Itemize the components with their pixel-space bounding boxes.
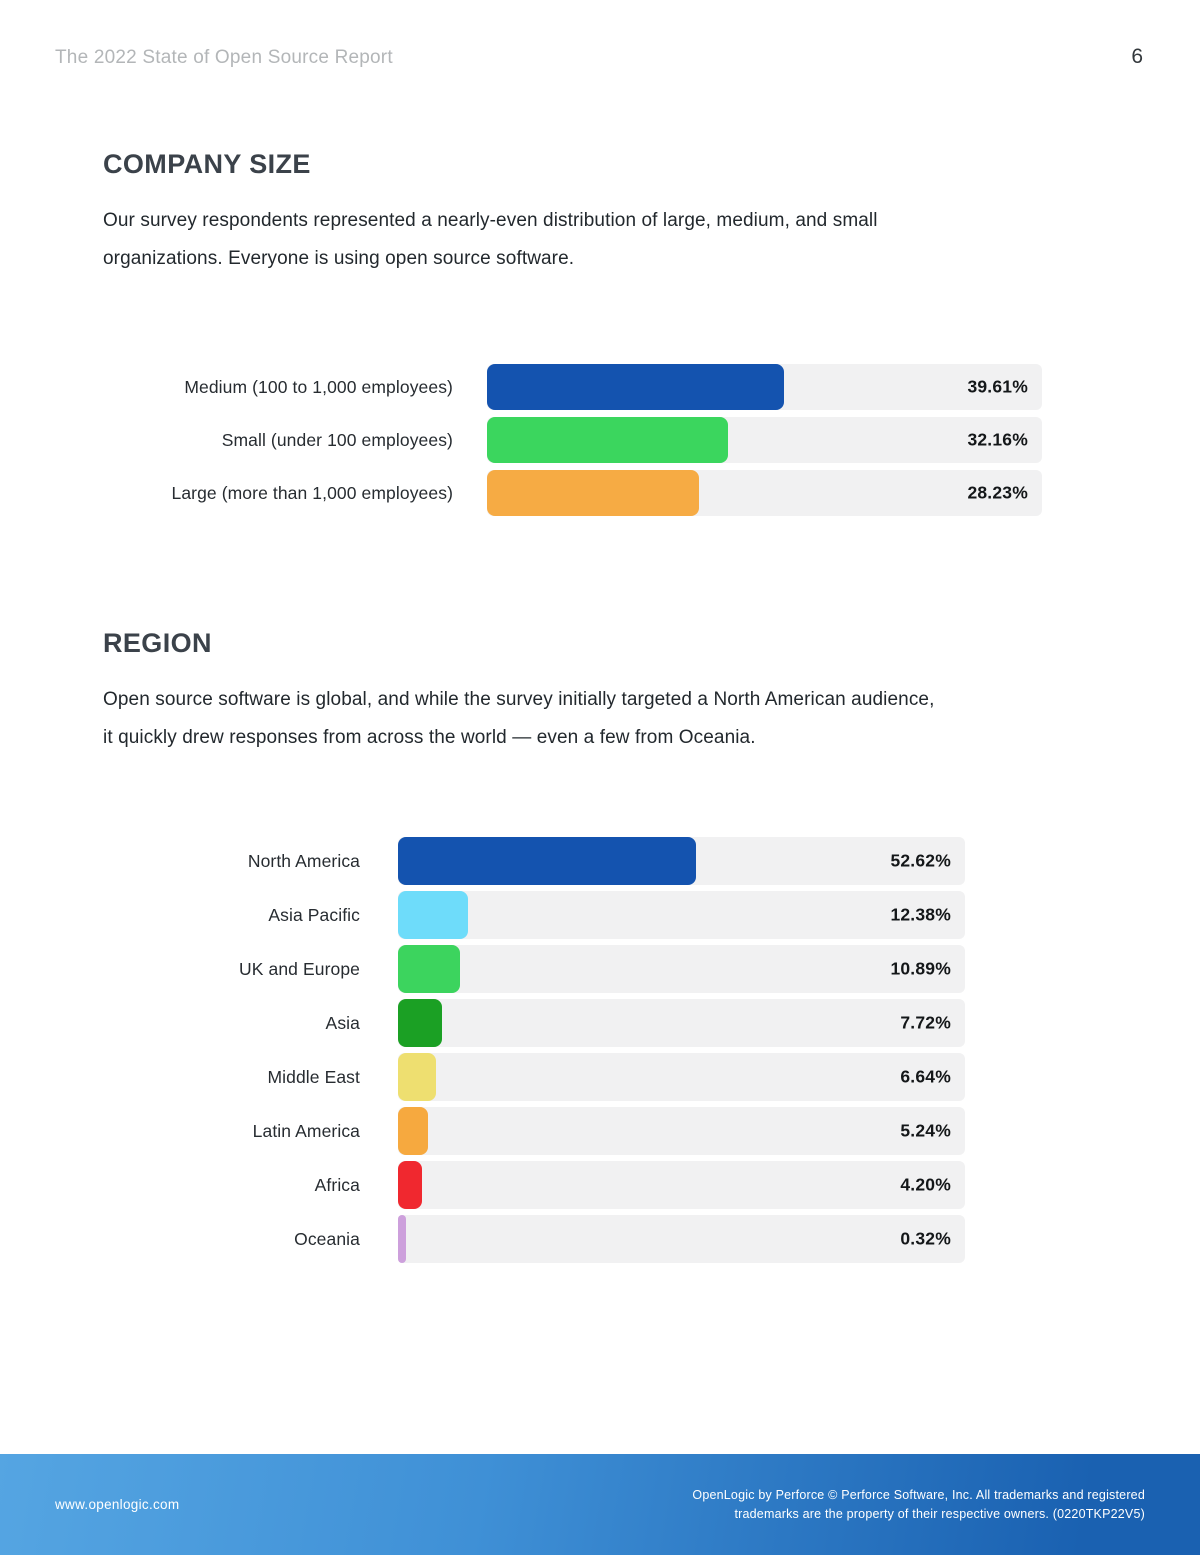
bar-track: 52.62%	[398, 837, 965, 885]
bar-value: 0.32%	[900, 1228, 951, 1249]
bar-track: 0.32%	[398, 1215, 965, 1263]
chart-row: Medium (100 to 1,000 employees) 39.61%	[103, 364, 1042, 410]
region-paragraph: Open source software is global, and whil…	[103, 689, 935, 748]
bar-value: 32.16%	[967, 429, 1028, 450]
bar-label: Africa	[314, 1174, 360, 1195]
bar-track: 32.16%	[487, 417, 1042, 463]
bar-label: Large (more than 1,000 employees)	[171, 482, 453, 503]
chart-row: North America 52.62%	[103, 837, 965, 885]
bar-label: Asia	[325, 1012, 360, 1033]
chart-row: UK and Europe 10.89%	[103, 945, 965, 993]
bar-value: 39.61%	[967, 376, 1028, 397]
chart-row: Middle East 6.64%	[103, 1053, 965, 1101]
footer-website-link[interactable]: www.openlogic.com	[55, 1497, 180, 1512]
bar-track: 5.24%	[398, 1107, 965, 1155]
bar	[398, 1107, 428, 1155]
bar	[398, 945, 460, 993]
bar-value: 28.23%	[967, 482, 1028, 503]
bar-label: Middle East	[267, 1066, 360, 1087]
bar-track: 7.72%	[398, 999, 965, 1047]
report-title: The 2022 State of Open Source Report	[55, 47, 393, 68]
bar	[398, 837, 697, 885]
bar	[398, 999, 442, 1047]
bar	[398, 891, 469, 939]
region-heading: REGION	[103, 628, 212, 658]
bar	[487, 364, 785, 410]
bar-track: 10.89%	[398, 945, 965, 993]
bar-label: Oceania	[294, 1228, 360, 1249]
bar-label: UK and Europe	[239, 958, 360, 979]
company-size-heading: COMPANY SIZE	[103, 149, 311, 179]
chart-row: Asia Pacific 12.38%	[103, 891, 965, 939]
chart-row: Large (more than 1,000 employees) 28.23%	[103, 470, 1042, 516]
bar-track: 6.64%	[398, 1053, 965, 1101]
footer-legal-text: OpenLogic by Perforce © Perforce Softwar…	[692, 1487, 1145, 1521]
bar-track: 28.23%	[487, 470, 1042, 516]
bar-value: 12.38%	[890, 904, 951, 925]
bar-label: Small (under 100 employees)	[221, 429, 453, 450]
bar-value: 7.72%	[900, 1012, 951, 1033]
bar-track: 4.20%	[398, 1161, 965, 1209]
bar	[398, 1215, 406, 1263]
bar-label: Latin America	[252, 1120, 360, 1141]
company-size-chart: Medium (100 to 1,000 employees) 39.61% Sma…	[103, 364, 1042, 516]
bar	[398, 1161, 422, 1209]
page-number: 6	[1131, 45, 1143, 68]
bar-value: 10.89%	[890, 958, 951, 979]
bar-value: 5.24%	[900, 1120, 951, 1141]
bar-label: Medium (100 to 1,000 employees)	[184, 376, 453, 397]
bar-value: 4.20%	[900, 1174, 951, 1195]
region-chart: North America 52.62% Asia Pacific 12.38% UK …	[103, 837, 965, 1263]
bar-value: 6.64%	[900, 1066, 951, 1087]
chart-row: Latin America 5.24%	[103, 1107, 965, 1155]
bar-track: 39.61%	[487, 364, 1042, 410]
page-footer: www.openlogic.com OpenLogic by Perforce …	[0, 1454, 1200, 1555]
chart-row: Asia 7.72%	[103, 999, 965, 1047]
company-size-paragraph: Our survey respondents represented a nea…	[103, 210, 878, 269]
bar	[398, 1053, 436, 1101]
bar	[487, 417, 729, 463]
bar	[487, 470, 699, 516]
page-header: The 2022 State of Open Source Report 6	[0, 0, 1200, 69]
chart-row: Africa 4.20%	[103, 1161, 965, 1209]
bar-label: North America	[247, 850, 360, 871]
bar-track: 12.38%	[398, 891, 965, 939]
bar-label: Asia Pacific	[268, 904, 360, 925]
chart-row: Small (under 100 employees) 32.16%	[103, 417, 1042, 463]
chart-row: Oceania 0.32%	[103, 1215, 965, 1263]
page-content: COMPANY SIZE Our survey respondents repr…	[103, 149, 1097, 1263]
bar-value: 52.62%	[890, 850, 951, 871]
